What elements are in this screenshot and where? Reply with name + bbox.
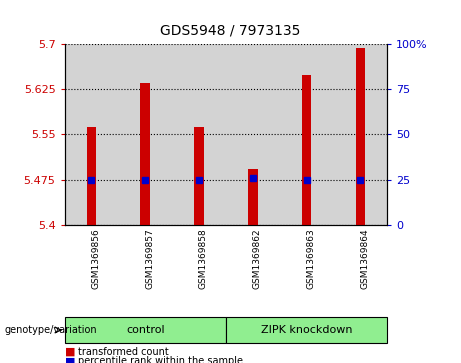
- Bar: [248, 170, 258, 225]
- Bar: [140, 83, 150, 225]
- Bar: [301, 75, 311, 225]
- Bar: [194, 127, 204, 225]
- Bar: [333, 44, 387, 225]
- Bar: [87, 127, 96, 225]
- Text: GSM1369857: GSM1369857: [145, 229, 154, 289]
- Text: percentile rank within the sample: percentile rank within the sample: [78, 356, 243, 363]
- Text: genotype/variation: genotype/variation: [5, 325, 97, 335]
- Bar: [226, 44, 280, 225]
- Text: control: control: [126, 325, 165, 335]
- Bar: [65, 44, 118, 225]
- Text: GDS5948 / 7973135: GDS5948 / 7973135: [160, 24, 301, 38]
- Text: GSM1369862: GSM1369862: [253, 229, 262, 289]
- Bar: [355, 48, 365, 225]
- Bar: [280, 44, 333, 225]
- Text: GSM1369863: GSM1369863: [307, 229, 316, 289]
- Text: transformed count: transformed count: [78, 347, 169, 357]
- Text: ZIPK knockdown: ZIPK knockdown: [261, 325, 352, 335]
- Text: GSM1369856: GSM1369856: [91, 229, 100, 289]
- Bar: [118, 44, 172, 225]
- Text: GSM1369864: GSM1369864: [361, 229, 369, 289]
- Text: ■: ■: [65, 347, 75, 357]
- Bar: [172, 44, 226, 225]
- Text: GSM1369858: GSM1369858: [199, 229, 208, 289]
- Text: ■: ■: [65, 356, 75, 363]
